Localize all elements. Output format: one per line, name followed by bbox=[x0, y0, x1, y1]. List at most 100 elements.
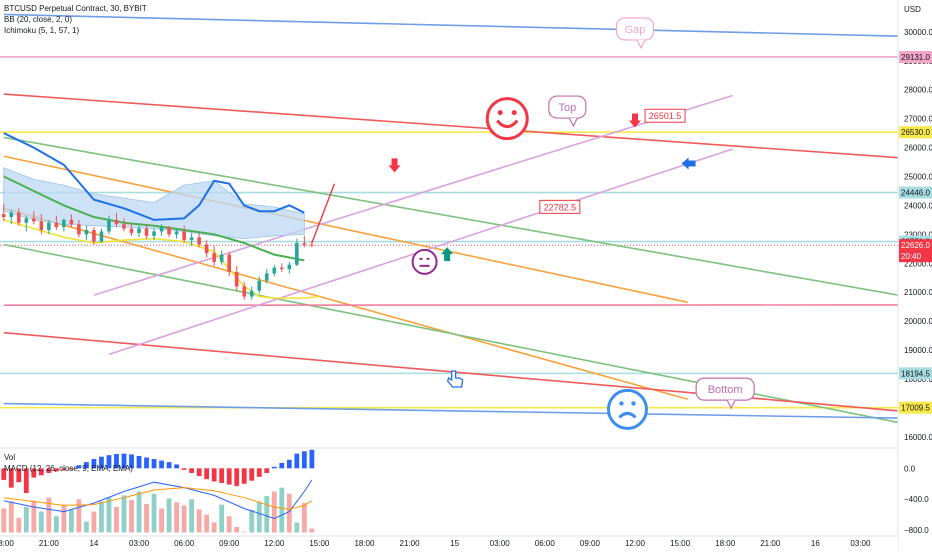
candle[interactable] bbox=[167, 227, 171, 234]
candle[interactable] bbox=[137, 229, 141, 233]
volume-bar[interactable] bbox=[129, 500, 134, 532]
candle[interactable] bbox=[303, 243, 307, 244]
candle[interactable] bbox=[190, 237, 194, 240]
candle[interactable] bbox=[85, 230, 89, 234]
ichimoku-indicator-label[interactable]: Ichimoku (5, 1, 57, 1) bbox=[4, 25, 147, 36]
macd-histogram-bar[interactable] bbox=[152, 459, 157, 468]
volume-bar[interactable] bbox=[234, 527, 239, 532]
volume-bar[interactable] bbox=[144, 504, 149, 533]
candle[interactable] bbox=[220, 255, 224, 262]
macd-histogram-bar[interactable] bbox=[212, 468, 217, 481]
macd-histogram-bar[interactable] bbox=[227, 468, 232, 484]
volume-bar[interactable] bbox=[204, 515, 209, 533]
volume-bar[interactable] bbox=[107, 498, 112, 533]
candle[interactable] bbox=[272, 268, 276, 274]
volume-bar[interactable] bbox=[309, 529, 314, 533]
candle[interactable] bbox=[152, 231, 156, 235]
candle[interactable] bbox=[40, 221, 44, 230]
candle[interactable] bbox=[25, 218, 29, 222]
candle[interactable] bbox=[205, 244, 209, 253]
candle[interactable] bbox=[295, 243, 299, 265]
candle[interactable] bbox=[100, 231, 104, 241]
macd-histogram-bar[interactable] bbox=[204, 468, 209, 479]
candle[interactable] bbox=[55, 223, 59, 227]
volume-bar[interactable] bbox=[16, 518, 21, 533]
candle[interactable] bbox=[235, 272, 239, 286]
vol-indicator-label[interactable]: Vol bbox=[4, 452, 133, 463]
candle[interactable] bbox=[145, 229, 149, 236]
macd-histogram-bar[interactable] bbox=[272, 467, 277, 469]
macd-indicator-label[interactable]: MACD (12, 26, close, 9, EMA, EMA) bbox=[4, 463, 133, 474]
macd-histogram-bar[interactable] bbox=[302, 451, 307, 468]
candle[interactable] bbox=[70, 220, 74, 224]
trend-line[interactable] bbox=[4, 208, 688, 399]
volume-bar[interactable] bbox=[69, 509, 74, 532]
volume-bar[interactable] bbox=[287, 494, 292, 533]
macd-histogram-bar[interactable] bbox=[219, 468, 224, 483]
volume-bar[interactable] bbox=[279, 488, 284, 533]
volume-bar[interactable] bbox=[272, 492, 277, 533]
candle[interactable] bbox=[197, 237, 201, 244]
candle[interactable] bbox=[212, 253, 216, 262]
candle[interactable] bbox=[62, 220, 66, 227]
volume-bar[interactable] bbox=[159, 509, 164, 533]
volume-bar[interactable] bbox=[249, 510, 254, 532]
macd-histogram-bar[interactable] bbox=[197, 468, 202, 476]
volume-bar[interactable] bbox=[122, 495, 127, 532]
candle[interactable] bbox=[227, 255, 231, 272]
candle[interactable] bbox=[160, 227, 164, 231]
trend-line[interactable] bbox=[4, 404, 898, 418]
candle[interactable] bbox=[92, 230, 96, 242]
volume-bar[interactable] bbox=[84, 522, 89, 533]
candle[interactable] bbox=[175, 231, 179, 234]
macd-histogram-bar[interactable] bbox=[257, 468, 262, 477]
volume-bar[interactable] bbox=[227, 516, 232, 532]
volume-bar[interactable] bbox=[197, 509, 202, 532]
macd-histogram-bar[interactable] bbox=[309, 450, 314, 469]
candle[interactable] bbox=[32, 218, 36, 221]
macd-histogram-bar[interactable] bbox=[167, 462, 172, 468]
volume-bar[interactable] bbox=[39, 512, 44, 533]
volume-bar[interactable] bbox=[1, 509, 6, 533]
volume-bar[interactable] bbox=[61, 505, 66, 533]
volume-bar[interactable] bbox=[302, 503, 307, 532]
macd-histogram-bar[interactable] bbox=[159, 461, 164, 469]
volume-bar[interactable] bbox=[152, 494, 157, 533]
volume-bar[interactable] bbox=[242, 532, 247, 533]
volume-bar[interactable] bbox=[182, 505, 187, 532]
volume-bar[interactable] bbox=[9, 502, 14, 533]
macd-histogram-bar[interactable] bbox=[242, 468, 247, 483]
volume-bar[interactable] bbox=[264, 496, 269, 532]
volume-bar[interactable] bbox=[54, 516, 59, 532]
macd-histogram-bar[interactable] bbox=[287, 460, 292, 469]
macd-histogram-bar[interactable] bbox=[264, 468, 269, 473]
macd-histogram-bar[interactable] bbox=[249, 468, 254, 480]
candle[interactable] bbox=[122, 224, 126, 228]
volume-bar[interactable] bbox=[114, 507, 119, 533]
volume-bar[interactable] bbox=[99, 502, 104, 533]
volume-bar[interactable] bbox=[137, 492, 142, 533]
candle[interactable] bbox=[2, 214, 6, 217]
candle[interactable] bbox=[130, 229, 134, 233]
candle[interactable] bbox=[47, 223, 51, 230]
volume-bar[interactable] bbox=[257, 502, 262, 533]
candle[interactable] bbox=[280, 268, 284, 269]
volume-bar[interactable] bbox=[189, 499, 194, 532]
volume-bar[interactable] bbox=[219, 505, 224, 533]
candle[interactable] bbox=[288, 265, 292, 269]
candle[interactable] bbox=[9, 213, 13, 217]
macd-histogram-bar[interactable] bbox=[174, 464, 179, 468]
candle[interactable] bbox=[242, 286, 246, 296]
candle[interactable] bbox=[107, 220, 111, 232]
candle[interactable] bbox=[250, 291, 254, 297]
macd-histogram-bar[interactable] bbox=[182, 468, 187, 470]
arrow-left-icon[interactable] bbox=[682, 157, 696, 169]
arrow-down-icon[interactable] bbox=[389, 158, 401, 172]
trend-line[interactable] bbox=[4, 94, 898, 158]
macd-histogram-bar[interactable] bbox=[189, 468, 194, 473]
candle[interactable] bbox=[257, 281, 261, 291]
candle[interactable] bbox=[77, 224, 81, 234]
bb-indicator-label[interactable]: BB (20, close, 2, 0) bbox=[4, 14, 147, 25]
candle[interactable] bbox=[310, 244, 314, 245]
